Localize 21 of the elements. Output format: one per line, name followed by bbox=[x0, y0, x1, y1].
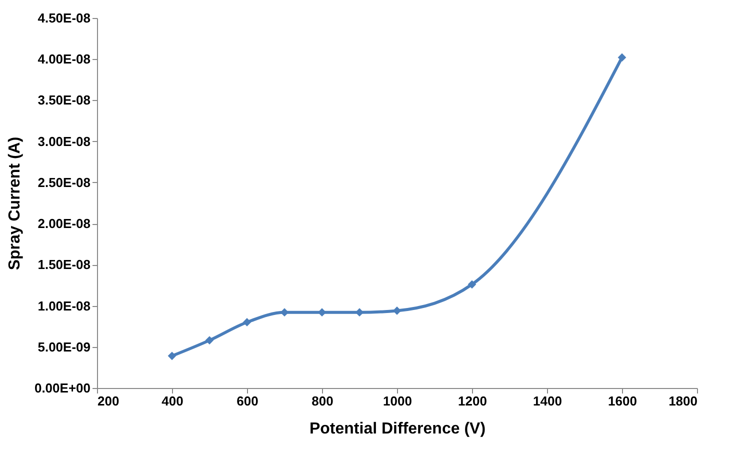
x-tick-label: 800 bbox=[312, 394, 334, 408]
x-tick-label: 1400 bbox=[533, 394, 562, 408]
y-tick-label: 1.50E-08 bbox=[38, 257, 90, 272]
y-tick-label: 2.00E-08 bbox=[38, 216, 90, 232]
x-tick-label: 1800 bbox=[668, 394, 698, 408]
x-tick-label: 200 bbox=[98, 394, 120, 408]
y-tick-label: 3.00E-08 bbox=[38, 134, 90, 149]
x-tick-label: 400 bbox=[162, 394, 184, 408]
x-tick-label: 600 bbox=[236, 394, 258, 408]
x-tick-label: 1200 bbox=[458, 394, 487, 408]
y-tick-label: 4.50E-08 bbox=[38, 10, 90, 26]
x-tick-label: 1000 bbox=[383, 394, 412, 408]
x-axis-title: Potential Difference (V) bbox=[309, 420, 486, 438]
y-tick-label: 1.00E-08 bbox=[38, 298, 90, 314]
y-axis-title: Spray Current (A) bbox=[6, 136, 24, 270]
y-tick-label: 3.50E-08 bbox=[38, 92, 90, 108]
y-tick-label: 4.00E-08 bbox=[38, 52, 90, 67]
y-tick-label: 0.00E+00 bbox=[34, 380, 90, 396]
x-tick-label: 1600 bbox=[608, 394, 637, 408]
y-tick-label: 5.00E-09 bbox=[38, 339, 90, 354]
y-tick-label: 2.50E-08 bbox=[38, 174, 90, 190]
